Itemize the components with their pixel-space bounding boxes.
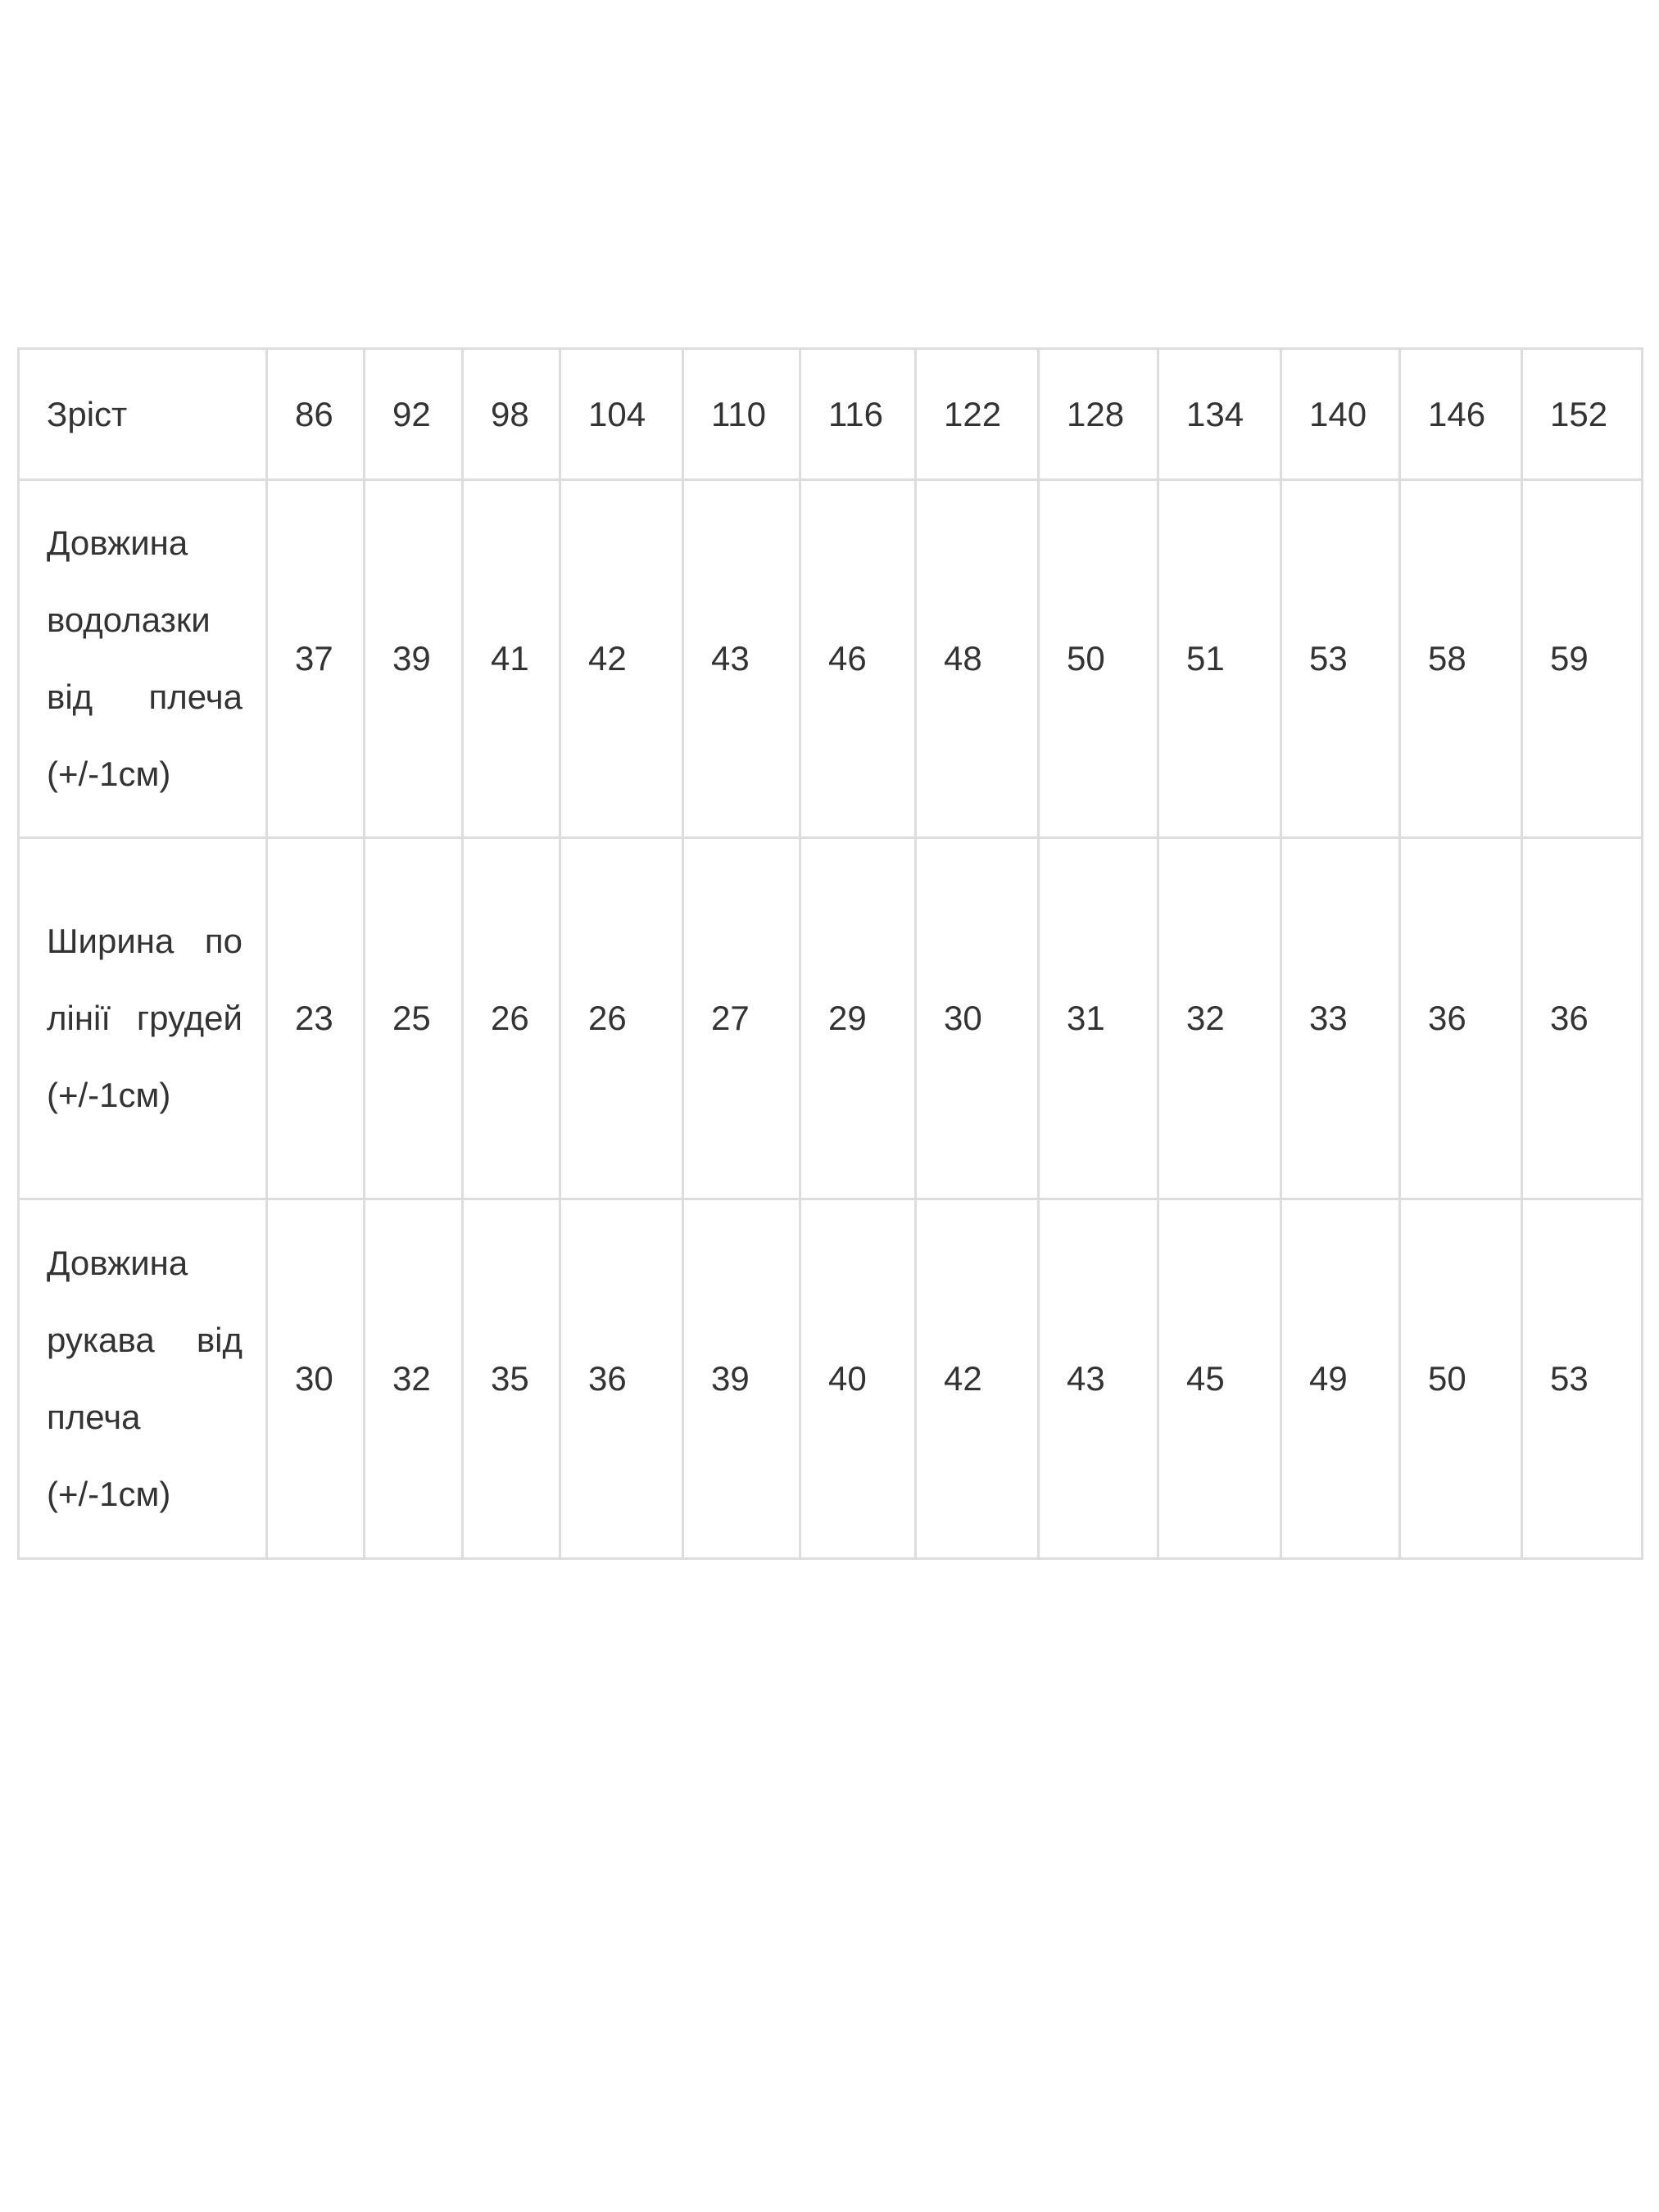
height-cell: 128 [1037, 347, 1159, 481]
value-cell: 26 [461, 836, 561, 1200]
value-cell: 23 [265, 836, 365, 1200]
table-row: Довжина водолазки від плеча (+/-1см) 37 39… [17, 478, 1643, 839]
value-cell: 33 [1280, 836, 1401, 1200]
value-cell: 27 [682, 836, 801, 1200]
value-cell: 41 [461, 478, 561, 839]
height-cell: 110 [682, 347, 801, 481]
value-cell: 59 [1521, 478, 1643, 839]
height-cell: 152 [1521, 347, 1643, 481]
value-cell: 36 [559, 1198, 684, 1560]
row-label: Зріст [17, 347, 268, 481]
height-cell: 146 [1398, 347, 1523, 481]
value-cell: 26 [559, 836, 684, 1200]
size-chart-table: Зріст 86 92 98 104 110 116 122 128 134 140 146 152 До… [17, 347, 1643, 1560]
value-cell: 36 [1398, 836, 1523, 1200]
height-cell: 86 [265, 347, 365, 481]
value-cell: 49 [1280, 1198, 1401, 1560]
value-cell: 58 [1398, 478, 1523, 839]
height-cell: 122 [914, 347, 1040, 481]
value-cell: 50 [1037, 478, 1159, 839]
value-cell: 43 [682, 478, 801, 839]
value-cell: 29 [799, 836, 917, 1200]
height-cell: 104 [559, 347, 684, 481]
height-cell: 140 [1280, 347, 1401, 481]
row-label: Ширина по лінії грудей (+/-1см) [17, 836, 268, 1200]
value-cell: 35 [461, 1198, 561, 1560]
value-cell: 43 [1037, 1198, 1159, 1560]
height-cell: 98 [461, 347, 561, 481]
value-cell: 42 [914, 1198, 1040, 1560]
value-cell: 36 [1521, 836, 1643, 1200]
value-cell: 53 [1280, 478, 1401, 839]
value-cell: 53 [1521, 1198, 1643, 1560]
row-label: Довжина водолазки від плеча (+/-1см) [17, 478, 268, 839]
value-cell: 50 [1398, 1198, 1523, 1560]
value-cell: 32 [363, 1198, 464, 1560]
value-cell: 39 [363, 478, 464, 839]
table-row: Ширина по лінії грудей (+/-1см) 23 25 26 26 2… [17, 836, 1643, 1200]
row-label: Довжина рукава від плеча (+/-1см) [17, 1198, 268, 1560]
header-row: Зріст 86 92 98 104 110 116 122 128 134 140 146 152 [17, 347, 1643, 481]
value-cell: 39 [682, 1198, 801, 1560]
value-cell: 51 [1157, 478, 1282, 839]
value-cell: 48 [914, 478, 1040, 839]
value-cell: 40 [799, 1198, 917, 1560]
value-cell: 37 [265, 478, 365, 839]
value-cell: 42 [559, 478, 684, 839]
height-cell: 116 [799, 347, 917, 481]
value-cell: 32 [1157, 836, 1282, 1200]
value-cell: 45 [1157, 1198, 1282, 1560]
value-cell: 30 [265, 1198, 365, 1560]
height-cell: 92 [363, 347, 464, 481]
value-cell: 30 [914, 836, 1040, 1200]
table-row: Довжина рукава від плеча (+/-1см) 30 32 35 3… [17, 1198, 1643, 1560]
height-cell: 134 [1157, 347, 1282, 481]
value-cell: 25 [363, 836, 464, 1200]
value-cell: 31 [1037, 836, 1159, 1200]
value-cell: 46 [799, 478, 917, 839]
